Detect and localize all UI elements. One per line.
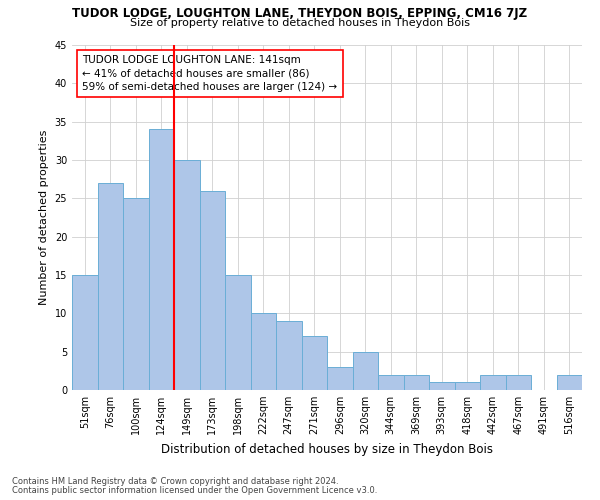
- Bar: [353, 352, 378, 390]
- Bar: [149, 130, 174, 390]
- X-axis label: Distribution of detached houses by size in Theydon Bois: Distribution of detached houses by size …: [161, 442, 493, 456]
- Bar: [505, 374, 531, 390]
- Bar: [251, 314, 276, 390]
- Bar: [480, 374, 505, 390]
- Bar: [174, 160, 199, 390]
- Bar: [557, 374, 582, 390]
- Bar: [302, 336, 327, 390]
- Text: Contains public sector information licensed under the Open Government Licence v3: Contains public sector information licen…: [12, 486, 377, 495]
- Text: TUDOR LODGE, LOUGHTON LANE, THEYDON BOIS, EPPING, CM16 7JZ: TUDOR LODGE, LOUGHTON LANE, THEYDON BOIS…: [73, 8, 527, 20]
- Bar: [225, 275, 251, 390]
- Text: Contains HM Land Registry data © Crown copyright and database right 2024.: Contains HM Land Registry data © Crown c…: [12, 477, 338, 486]
- Bar: [97, 183, 123, 390]
- Bar: [327, 367, 353, 390]
- Text: TUDOR LODGE LOUGHTON LANE: 141sqm
← 41% of detached houses are smaller (86)
59% : TUDOR LODGE LOUGHTON LANE: 141sqm ← 41% …: [82, 56, 337, 92]
- Bar: [199, 190, 225, 390]
- Bar: [455, 382, 480, 390]
- Bar: [429, 382, 455, 390]
- Bar: [378, 374, 404, 390]
- Text: Size of property relative to detached houses in Theydon Bois: Size of property relative to detached ho…: [130, 18, 470, 28]
- Bar: [72, 275, 97, 390]
- Bar: [123, 198, 149, 390]
- Y-axis label: Number of detached properties: Number of detached properties: [39, 130, 49, 305]
- Bar: [276, 321, 302, 390]
- Bar: [404, 374, 429, 390]
